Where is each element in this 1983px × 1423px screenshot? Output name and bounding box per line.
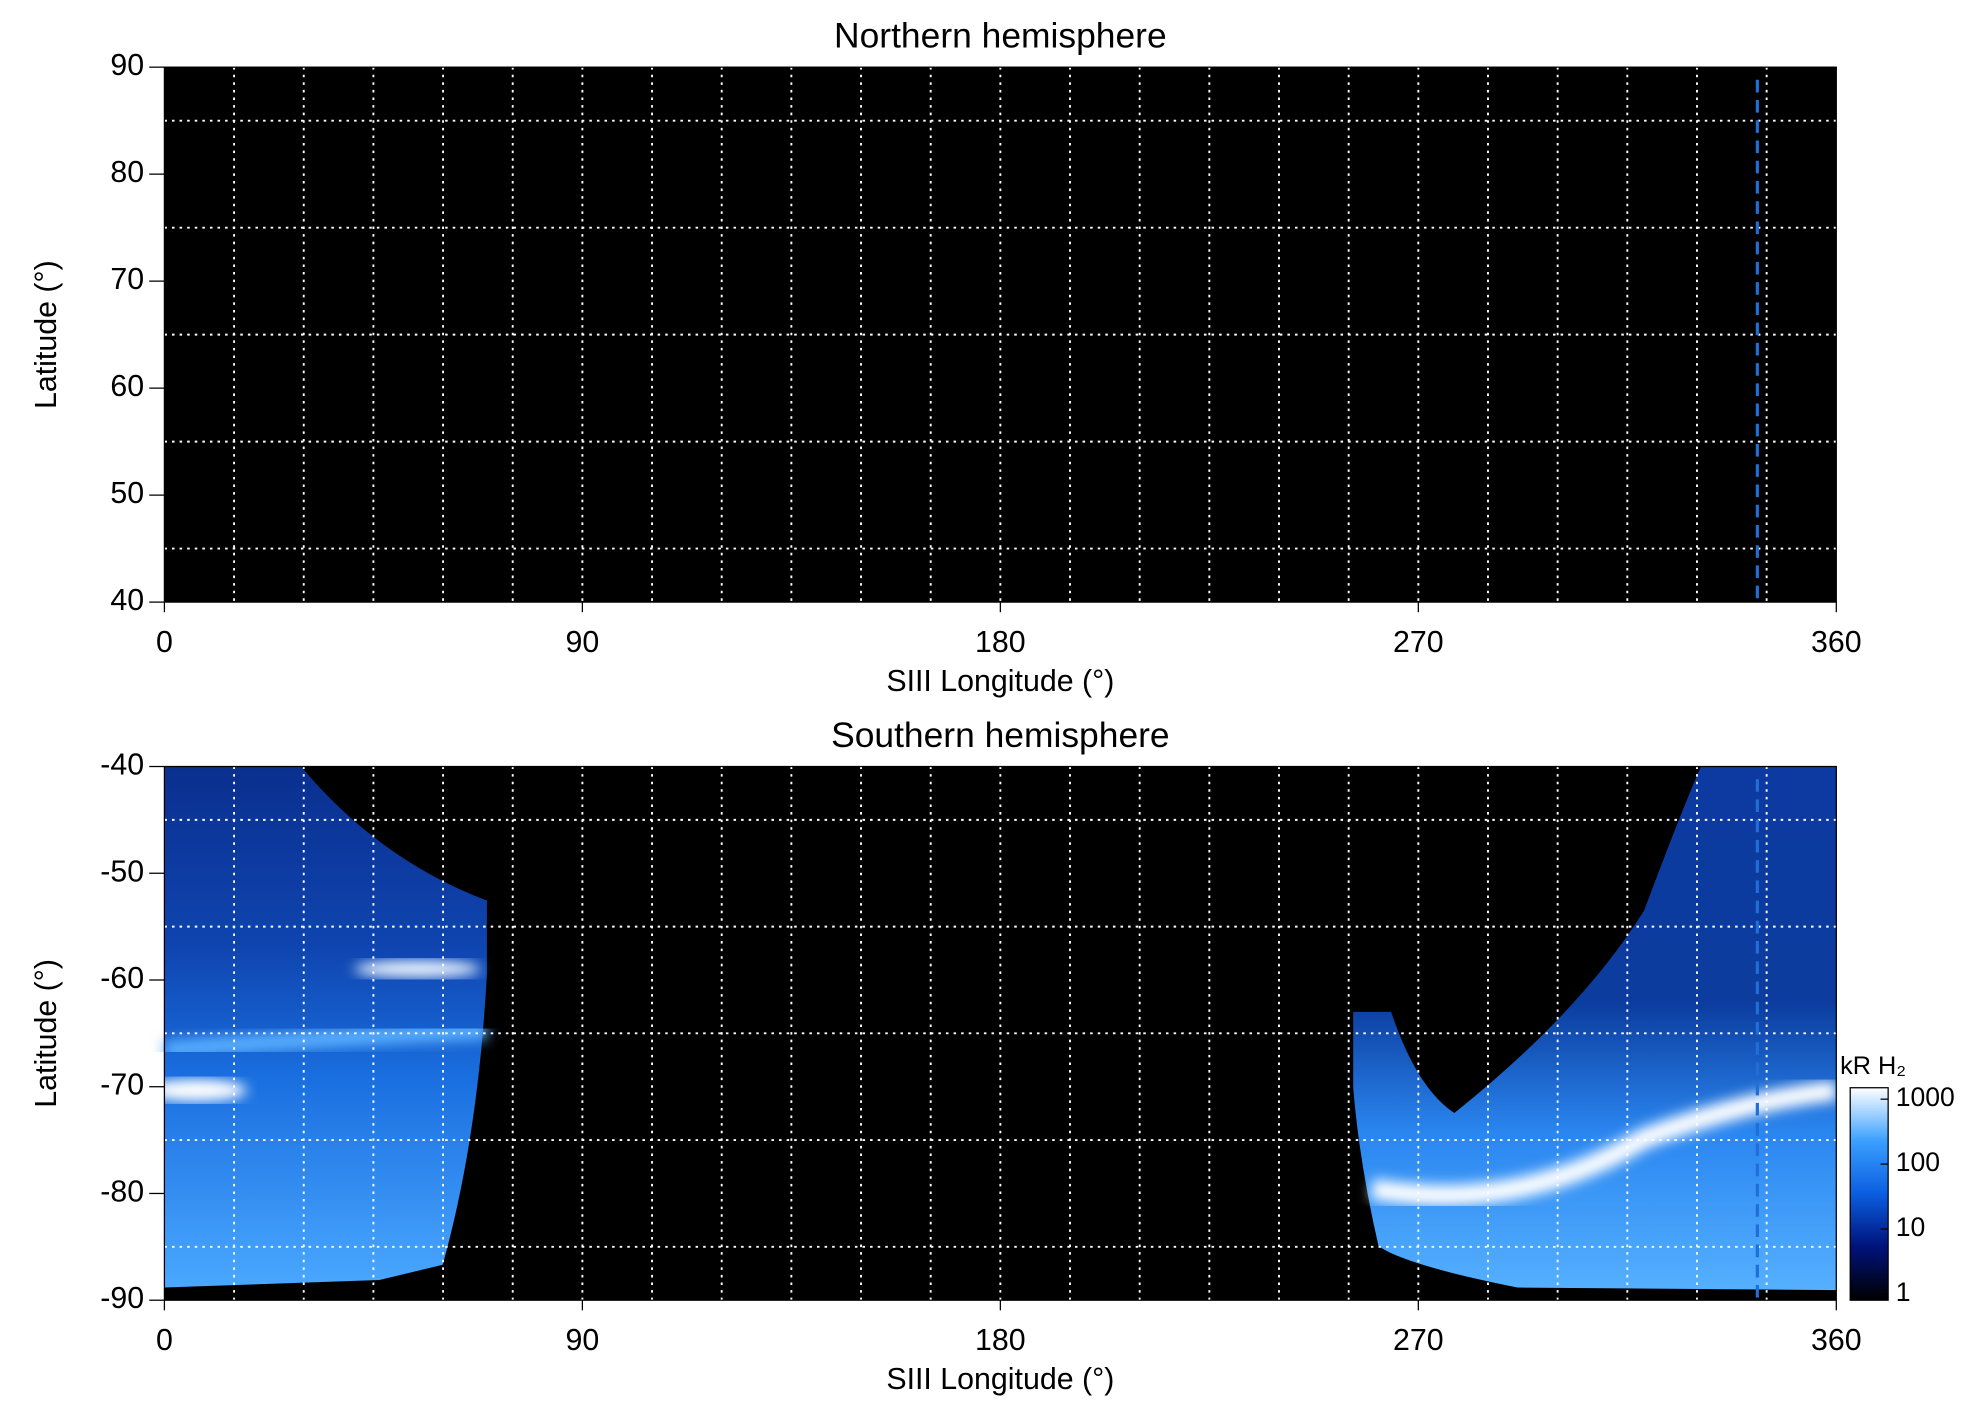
x-tick-label: 270 <box>1393 626 1444 659</box>
chart-title: Northern hemisphere <box>834 15 1167 55</box>
x-tick-label: 180 <box>975 626 1026 659</box>
x-tick-label: 360 <box>1811 1324 1862 1357</box>
x-tick-label: 0 <box>156 1324 173 1357</box>
colorbar <box>1849 1087 1889 1301</box>
x-tick-label: 90 <box>565 626 599 659</box>
y-tick-label: 60 <box>110 370 144 403</box>
y-tick-label: 80 <box>110 156 144 189</box>
y-axis-label: Latitude (°) <box>30 260 63 409</box>
y-tick-label: -70 <box>100 1069 144 1102</box>
colorbar-tick-label: 10 <box>1896 1212 1926 1242</box>
y-tick-label: 40 <box>110 584 144 617</box>
colorbar-tick-label: 1 <box>1896 1277 1911 1307</box>
x-tick-label: 180 <box>975 1324 1026 1357</box>
emission-right <box>1353 766 1838 1291</box>
axes: 0 90 180 270 360 40 50 60 70 80 90 Northern hemisph… <box>30 15 1955 1396</box>
y-tick-label: -50 <box>100 855 144 888</box>
x-tick-label: 360 <box>1811 626 1862 659</box>
x-axis-label: SIII Longitude (°) <box>886 1363 1114 1396</box>
y-axis-label: Latitude (°) <box>30 959 63 1108</box>
x-tick-label: 270 <box>1393 1324 1444 1357</box>
y-tick-label: 90 <box>110 49 144 82</box>
y-tick-label: 70 <box>110 263 144 296</box>
chart-title: Southern hemisphere <box>831 715 1170 755</box>
y-tick-label: -60 <box>100 962 144 995</box>
colorbar-label: kR H₂ <box>1840 1052 1906 1080</box>
x-tick-label: 0 <box>156 626 173 659</box>
y-tick-label: -80 <box>100 1175 144 1208</box>
y-tick-label: -40 <box>100 749 144 782</box>
y-tick-label: 50 <box>110 477 144 510</box>
y-tick-label: -90 <box>100 1282 144 1315</box>
x-axis-label: SIII Longitude (°) <box>886 665 1114 698</box>
colorbar-tick-label: 1000 <box>1896 1082 1955 1112</box>
x-tick-label: 90 <box>565 1324 599 1357</box>
colorbar-tick-label: 100 <box>1896 1147 1940 1177</box>
